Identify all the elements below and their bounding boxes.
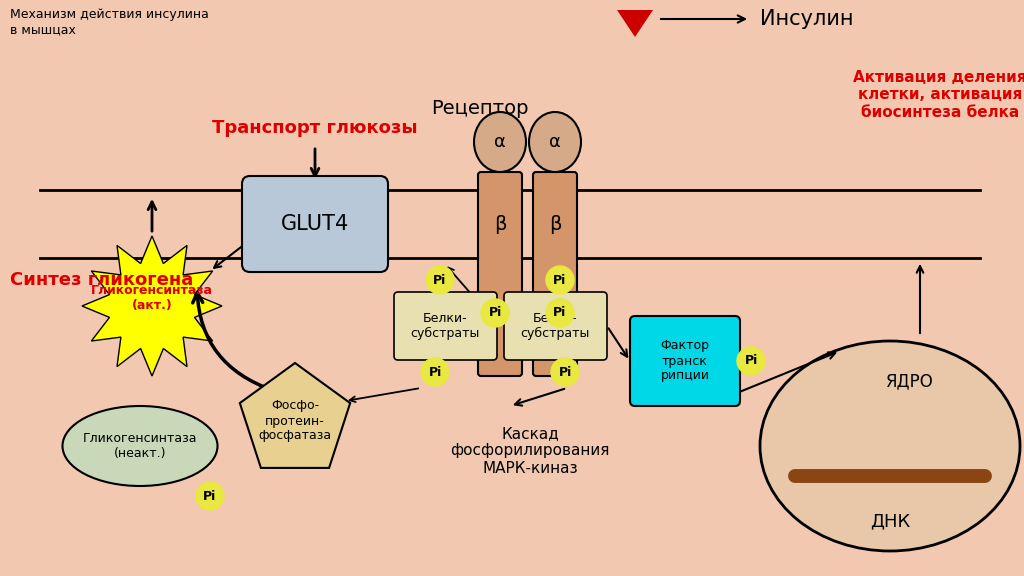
Text: α: α [494, 133, 506, 151]
Text: ДНК: ДНК [869, 512, 910, 530]
Ellipse shape [62, 406, 217, 486]
Circle shape [421, 358, 449, 386]
Text: Транспорт глюкозы: Транспорт глюкозы [212, 119, 418, 137]
Text: Белки-
субстраты: Белки- субстраты [411, 312, 479, 340]
FancyBboxPatch shape [478, 172, 522, 376]
Text: Pi: Pi [553, 274, 566, 286]
Ellipse shape [474, 112, 526, 172]
Text: ЯДРО: ЯДРО [886, 372, 934, 390]
Circle shape [196, 482, 224, 510]
Text: Инсулин: Инсулин [760, 9, 853, 29]
Text: β: β [549, 214, 561, 233]
FancyBboxPatch shape [242, 176, 388, 272]
Text: Pi: Pi [553, 306, 566, 320]
Circle shape [481, 299, 509, 327]
FancyBboxPatch shape [534, 172, 577, 376]
Ellipse shape [529, 112, 581, 172]
Text: Фосфо-
протеин-
фосфатаза: Фосфо- протеин- фосфатаза [258, 400, 332, 442]
Text: Активация деления
клетки, активация
биосинтеза белка: Активация деления клетки, активация биос… [853, 70, 1024, 120]
Text: Каскад
фосфорилирования
МАРК-киназ: Каскад фосфорилирования МАРК-киназ [451, 426, 609, 476]
Circle shape [546, 299, 574, 327]
FancyBboxPatch shape [630, 316, 740, 406]
Polygon shape [82, 236, 222, 376]
Text: Синтез гликогена: Синтез гликогена [10, 271, 194, 289]
Text: Рецептор: Рецептор [431, 98, 528, 118]
Text: Pi: Pi [428, 366, 441, 378]
Text: Белки-
субстраты: Белки- субстраты [520, 312, 590, 340]
Ellipse shape [760, 341, 1020, 551]
FancyBboxPatch shape [394, 292, 497, 360]
Polygon shape [617, 10, 653, 37]
Text: Гликогенсинтаза
(акт.): Гликогенсинтаза (акт.) [91, 284, 213, 312]
Text: β: β [494, 214, 506, 233]
Text: Механизм действия инсулина
в мышцах: Механизм действия инсулина в мышцах [10, 8, 209, 36]
Text: GLUT4: GLUT4 [281, 214, 349, 234]
Circle shape [546, 266, 574, 294]
Circle shape [737, 347, 765, 375]
Text: Фактор
транск
рипции: Фактор транск рипции [660, 339, 710, 382]
Text: Pi: Pi [558, 366, 571, 378]
FancyBboxPatch shape [504, 292, 607, 360]
Text: Pi: Pi [488, 306, 502, 320]
Text: Pi: Pi [744, 354, 758, 367]
Circle shape [551, 358, 579, 386]
Circle shape [426, 266, 454, 294]
Text: Pi: Pi [433, 274, 446, 286]
Polygon shape [240, 363, 350, 468]
Text: Гликогенсинтаза
(неакт.): Гликогенсинтаза (неакт.) [83, 432, 198, 460]
Text: Pi: Pi [204, 490, 217, 502]
Text: α: α [549, 133, 561, 151]
